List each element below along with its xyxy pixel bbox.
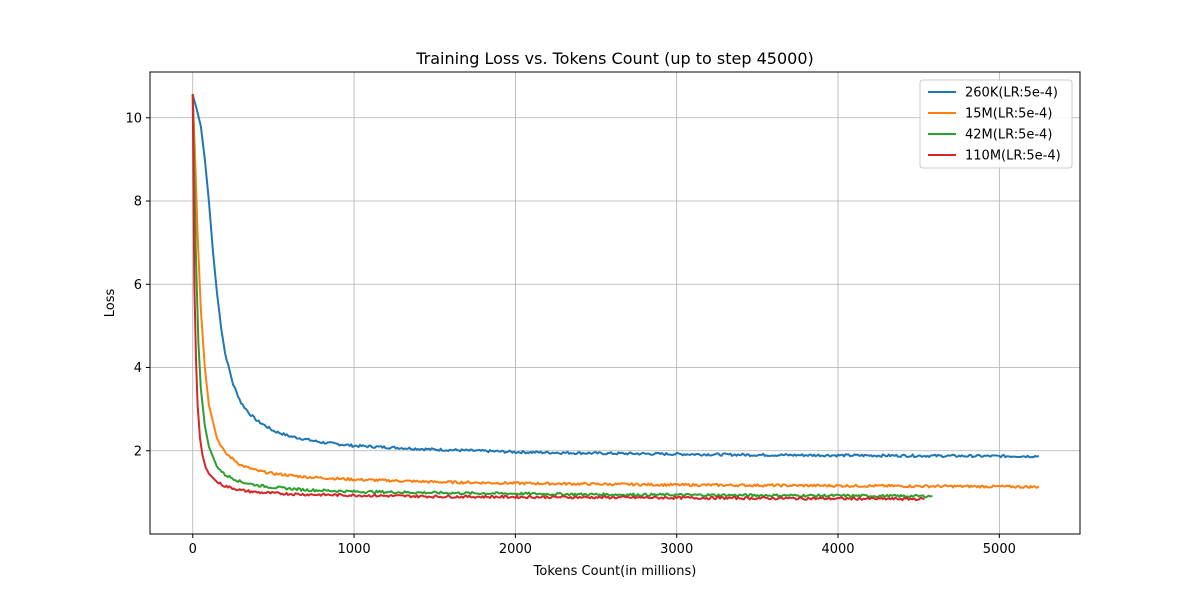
- x-tick-label: 5000: [983, 542, 1016, 557]
- legend-box: [919, 79, 1073, 169]
- x-tick-label: 4000: [821, 542, 854, 557]
- y-tick-label: 2: [134, 444, 142, 459]
- y-axis-label: Loss: [103, 289, 118, 318]
- legend-label: 110M(LR:5e-4): [965, 149, 1061, 164]
- series-line-2: [191, 93, 933, 499]
- x-tick-label: 1000: [338, 542, 371, 557]
- series-line-1: [191, 93, 1040, 490]
- x-tick-label: 2000: [499, 542, 532, 557]
- y-tick-label: 8: [134, 195, 142, 210]
- series-line-0: [191, 93, 1040, 459]
- x-tick-label: 3000: [660, 542, 693, 557]
- legend-label: 42M(LR:5e-4): [965, 128, 1052, 143]
- legend-label: 15M(LR:5e-4): [965, 107, 1052, 122]
- axes-frame: [149, 71, 1081, 535]
- series-line-3: [191, 93, 925, 502]
- x-tick-label: 0: [189, 542, 197, 557]
- plot-series: [191, 93, 1040, 502]
- x-axis-label: Tokens Count(in millions): [533, 564, 697, 579]
- legend: 260K(LR:5e-4) 15M(LR:5e-4) 42M(LR:5e-4) 110…: [919, 79, 1073, 169]
- y-tick-label: 4: [134, 361, 142, 376]
- y-tick-label: 6: [134, 278, 142, 293]
- y-tick-label: 10: [125, 111, 142, 126]
- chart-title: Training Loss vs. Tokens Count (up to st…: [415, 49, 814, 68]
- axis-ticks: 0 1000 2000 3000 4000 5000 2 4 6 8 10: [125, 111, 1015, 557]
- legend-label: 260K(LR:5e-4): [965, 86, 1058, 101]
